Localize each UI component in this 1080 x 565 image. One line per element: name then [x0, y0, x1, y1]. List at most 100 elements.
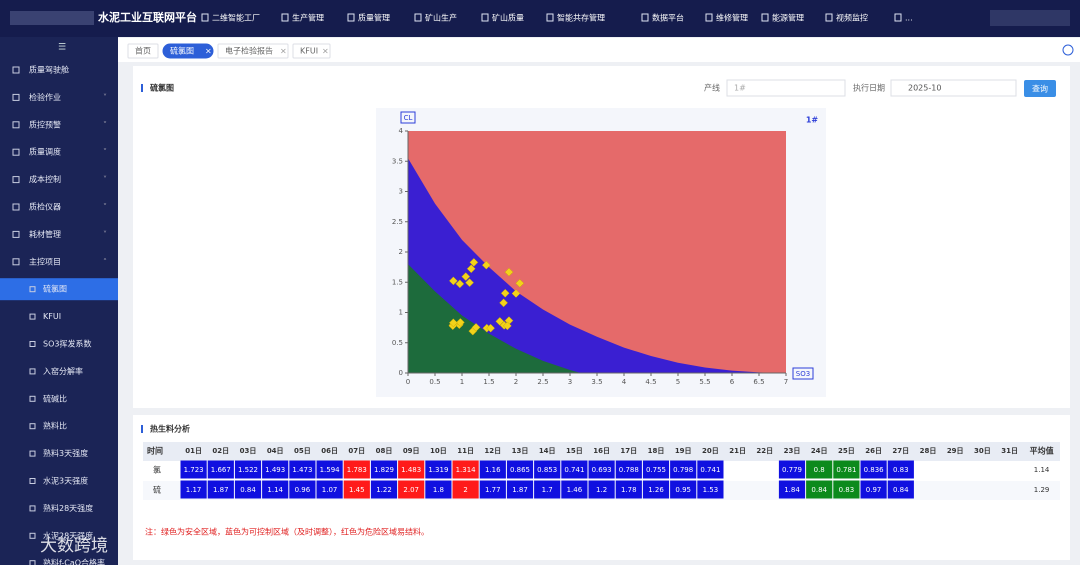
- menu-icon: [29, 560, 36, 565]
- menu-item[interactable]: 质检仪器: [29, 202, 61, 212]
- nav-item[interactable]: 数据平台: [652, 13, 684, 23]
- cell-value: 1.16: [485, 466, 501, 474]
- table-cell: [860, 480, 887, 499]
- point: [456, 318, 465, 327]
- menu-toggle[interactable]: ☰: [58, 43, 66, 53]
- table-cell: [887, 480, 914, 499]
- menu-item[interactable]: 耗材管理: [29, 229, 61, 239]
- menu-item[interactable]: 质控预警: [29, 119, 61, 129]
- x-tick-label: 6.5: [753, 378, 764, 386]
- cell-value: 1.17: [186, 486, 202, 494]
- submenu-item[interactable]: KFUI: [43, 312, 61, 321]
- cell-value: 1.78: [621, 486, 637, 494]
- table-header: 16日: [593, 447, 610, 455]
- nav-item[interactable]: 视频监控: [836, 13, 868, 23]
- nav-item[interactable]: 矿山生产: [425, 13, 457, 23]
- y-tick-label: 2: [399, 248, 403, 256]
- cell-value: 0.83: [893, 466, 909, 474]
- row-label: 氯: [153, 465, 161, 475]
- watermark: 大数跨境: [40, 536, 108, 556]
- table-header: 26日: [865, 447, 882, 455]
- tab[interactable]: [217, 43, 289, 59]
- table-header: 平均值: [1030, 446, 1054, 456]
- nav-item[interactable]: 生产管理: [292, 13, 324, 23]
- nav-item[interactable]: ...: [905, 14, 913, 23]
- menu-item[interactable]: 主控项目: [29, 256, 61, 266]
- menu-arrow: ˄: [103, 257, 107, 266]
- x-tick-label: 4: [622, 378, 627, 386]
- submenu-item[interactable]: 熟料比: [43, 421, 67, 431]
- tab-close[interactable]: ×: [280, 47, 287, 56]
- cell-value: 0.741: [700, 466, 720, 474]
- table-cell: [207, 480, 234, 499]
- nav-icon: [761, 13, 769, 22]
- table-cell: [615, 460, 642, 479]
- submenu-item[interactable]: 水泥28天强度: [43, 530, 93, 540]
- x-label-box: [792, 367, 814, 380]
- submenu-item[interactable]: SO3挥发系数: [43, 339, 91, 349]
- table-header: 01日: [185, 447, 202, 455]
- table-cell: [806, 460, 833, 479]
- menu-icon: [12, 66, 20, 74]
- tab[interactable]: [162, 43, 214, 59]
- nav-icon: [201, 13, 209, 22]
- line-label: 产线: [704, 83, 720, 93]
- date-input[interactable]: [890, 79, 1017, 97]
- x-tick-label: 0.5: [429, 378, 440, 386]
- submenu-item[interactable]: 入窑分解率: [43, 366, 83, 376]
- y-axis-label: CL: [404, 114, 413, 122]
- menu-item[interactable]: 质量驾驶舱: [29, 65, 69, 75]
- submenu-item[interactable]: 硫碱比: [43, 393, 67, 403]
- table-cell: [642, 460, 670, 479]
- tab[interactable]: [127, 43, 159, 59]
- cell-value: 2.07: [403, 486, 419, 494]
- nav-item[interactable]: 能源管理: [772, 13, 804, 23]
- menu-icon: [29, 532, 36, 539]
- point: [461, 272, 471, 281]
- cell-value: 0.83: [839, 486, 855, 494]
- menu-item[interactable]: 成本控制: [29, 174, 61, 184]
- nav-item[interactable]: 二维智能工厂: [212, 13, 260, 23]
- table-cell: [180, 460, 207, 479]
- logo: [10, 11, 94, 25]
- submenu-item[interactable]: 熟料f-CaO合格率: [43, 558, 105, 565]
- submenu-item[interactable]: 熟料3天强度: [43, 448, 88, 458]
- table-header: 14日: [539, 447, 556, 455]
- table-cell: [479, 460, 506, 479]
- table-header: 25日: [838, 447, 855, 455]
- user-area[interactable]: [990, 10, 1070, 26]
- submenu-item[interactable]: 熟料28天强度: [43, 503, 93, 513]
- sidebar: [0, 37, 118, 565]
- line-select[interactable]: [726, 79, 846, 97]
- nav-item[interactable]: 维修管理: [716, 13, 748, 23]
- menu-arrow: ˅: [103, 148, 107, 157]
- nav-icon: [546, 13, 554, 22]
- nav-item[interactable]: 矿山质量: [492, 13, 524, 23]
- table-cell: [642, 480, 670, 499]
- submenu-item[interactable]: 水泥3天强度: [43, 476, 88, 486]
- y-tick-label: 0.5: [392, 339, 403, 347]
- table-cell: [425, 480, 452, 499]
- table-cell: [697, 480, 724, 499]
- query-button[interactable]: [1024, 80, 1056, 97]
- table-cell: [506, 480, 534, 499]
- submenu-item[interactable]: 硫氯图: [43, 284, 67, 294]
- menu-arrow: ˅: [103, 93, 107, 102]
- menu-item[interactable]: 质量调度: [29, 147, 61, 157]
- menu-icon: [29, 286, 36, 293]
- menu-item[interactable]: 检验作业: [29, 92, 61, 102]
- point: [471, 322, 481, 332]
- cell-value: 0.95: [675, 486, 691, 494]
- tab[interactable]: [292, 43, 331, 59]
- x-tick-label: 6: [730, 378, 735, 386]
- tab-close[interactable]: ×: [322, 47, 329, 56]
- table-cell: [561, 460, 588, 479]
- nav-item[interactable]: 智能共存管理: [557, 13, 605, 23]
- table-cell: [180, 480, 207, 499]
- y-tick-label: 0: [399, 369, 403, 377]
- tab-close[interactable]: ×: [205, 47, 212, 56]
- tab-label: 首页: [135, 46, 151, 56]
- nav-item[interactable]: 质量管理: [358, 13, 390, 23]
- close-all[interactable]: [1062, 44, 1074, 56]
- cell-value: 1.493: [265, 466, 285, 474]
